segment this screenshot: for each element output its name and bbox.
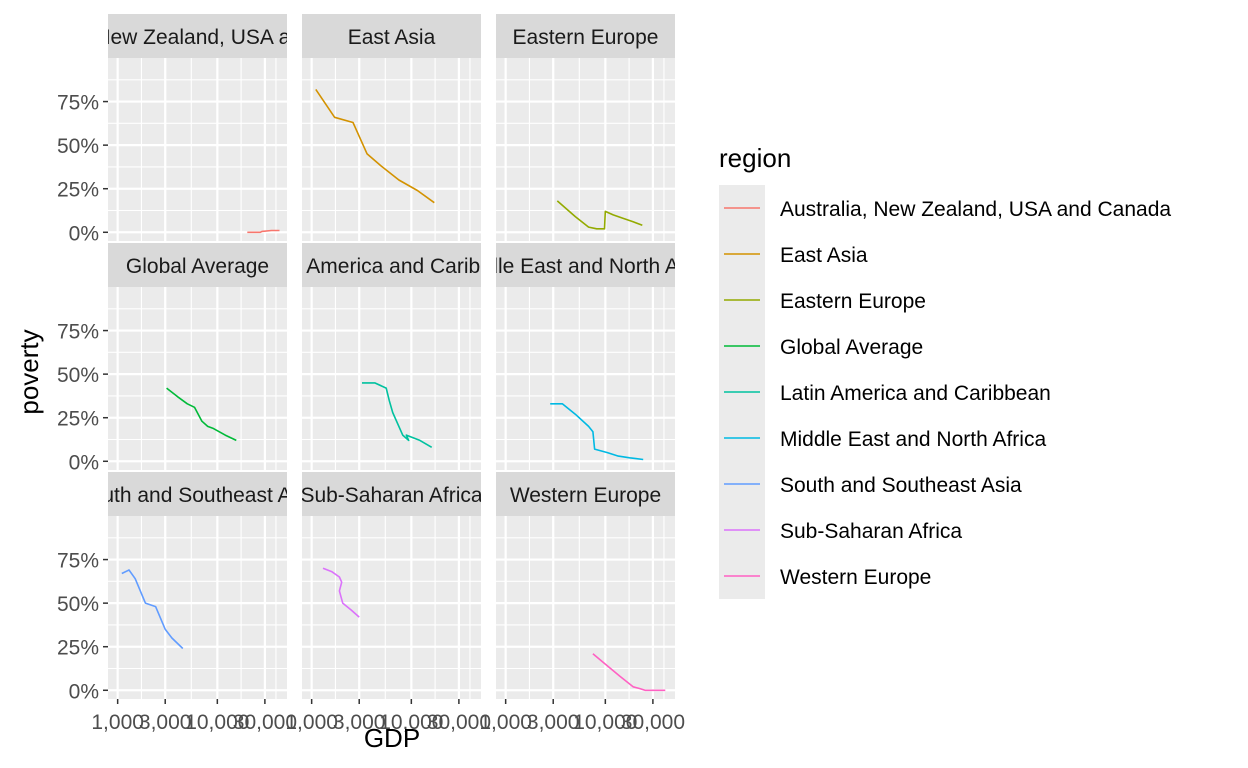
x-axis-title: GDP xyxy=(364,723,420,753)
series-line xyxy=(592,653,666,692)
panel-background xyxy=(108,58,287,241)
axes: 0%25%50%75%0%25%50%75%0%25%50%75%1,0003,… xyxy=(57,92,685,734)
facet-panel: Eastern Europe xyxy=(496,14,675,241)
panel-background xyxy=(496,58,675,241)
legend-label: Australia, New Zealand, USA and Canada xyxy=(780,198,1171,221)
series-line xyxy=(166,387,237,442)
panel-background xyxy=(108,287,287,470)
facet-strip xyxy=(496,243,675,287)
facet-panel: Australia, New Zealand, USA and Canada xyxy=(2,14,393,241)
x-tick-label: 10,000 xyxy=(573,711,637,734)
x-tick-label: 30,000 xyxy=(427,711,491,734)
y-tick-label: 25% xyxy=(57,179,99,202)
series-line xyxy=(550,402,644,461)
facet-panel: Sub-Saharan Africa xyxy=(300,472,482,699)
facet-panel: East Asia xyxy=(302,14,481,241)
panel-background xyxy=(302,287,481,470)
x-tick-label: 1,000 xyxy=(91,711,144,734)
facet-strip-label: Global Average xyxy=(126,255,269,278)
facet-strip xyxy=(108,243,287,287)
y-tick-label: 0% xyxy=(69,451,99,474)
y-tick-label: 25% xyxy=(57,637,99,660)
x-tick-label: 10,000 xyxy=(185,711,249,734)
y-tick-label: 25% xyxy=(57,408,99,431)
y-tick-label: 75% xyxy=(57,92,99,115)
y-tick-label: 50% xyxy=(57,364,99,387)
facet-strip xyxy=(302,472,481,516)
facet-strip-label: Sub-Saharan Africa xyxy=(300,484,482,507)
y-axis-title: poverty xyxy=(14,329,44,414)
x-tick-label: 3,000 xyxy=(139,711,192,734)
x-tick-label: 30,000 xyxy=(621,711,685,734)
panel-background xyxy=(302,58,481,241)
panel-background xyxy=(496,287,675,470)
facet-panels: Australia, New Zealand, USA and CanadaEa… xyxy=(2,14,718,699)
series-line xyxy=(362,382,433,448)
facet-strip xyxy=(302,14,481,58)
facet-strip xyxy=(496,14,675,58)
facet-strip xyxy=(108,472,287,516)
y-tick-label: 50% xyxy=(57,593,99,616)
facet-panel: Global Average xyxy=(108,243,287,470)
x-tick-label: 3,000 xyxy=(333,711,386,734)
facet-panel: Middle East and North Africa xyxy=(452,243,718,470)
facet-strip xyxy=(302,243,481,287)
facet-strip xyxy=(496,472,675,516)
legend-label: South and Southeast Asia xyxy=(780,474,1022,497)
legend-label: East Asia xyxy=(780,244,868,267)
series-line xyxy=(315,88,435,204)
x-tick-label: 30,000 xyxy=(233,711,297,734)
facet-panel: Latin America and Caribbean xyxy=(256,243,527,470)
series-line xyxy=(247,229,280,234)
panel-background xyxy=(108,516,287,699)
facet-strip-label: Western Europe xyxy=(510,484,661,507)
legend-label: Eastern Europe xyxy=(780,290,926,313)
facet-panel: South and Southeast Asia xyxy=(77,472,319,699)
x-tick-label: 1,000 xyxy=(285,711,338,734)
x-tick-label: 1,000 xyxy=(479,711,532,734)
legend-label: Middle East and North Africa xyxy=(780,428,1046,451)
facet-strip-label: Latin America and Caribbean xyxy=(256,255,527,278)
x-tick-label: 3,000 xyxy=(527,711,580,734)
series-line xyxy=(556,200,643,230)
facet-strip-label: South and Southeast Asia xyxy=(77,484,319,507)
legend-label: Western Europe xyxy=(780,566,931,589)
legend: region Australia, New Zealand, USA and C… xyxy=(719,143,1171,599)
panel-background xyxy=(496,516,675,699)
legend-label: Latin America and Caribbean xyxy=(780,382,1051,405)
facet-strip-label: Eastern Europe xyxy=(513,26,659,49)
facet-strip xyxy=(108,14,287,58)
y-tick-label: 50% xyxy=(57,135,99,158)
facet-strip-label: East Asia xyxy=(348,26,436,49)
facet-strip-label: Australia, New Zealand, USA and Canada xyxy=(2,26,393,49)
legend-title: region xyxy=(719,143,791,173)
y-tick-label: 0% xyxy=(69,680,99,703)
legend-label: Sub-Saharan Africa xyxy=(780,520,962,543)
y-tick-label: 75% xyxy=(57,321,99,344)
panel-background xyxy=(302,516,481,699)
y-tick-label: 75% xyxy=(57,550,99,573)
x-tick-label: 10,000 xyxy=(379,711,443,734)
facet-panel: Western Europe xyxy=(496,472,675,699)
facet-strip-label: Middle East and North Africa xyxy=(452,255,718,278)
y-tick-label: 0% xyxy=(69,222,99,245)
series-line xyxy=(322,567,360,618)
series-line xyxy=(121,569,184,650)
legend-label: Global Average xyxy=(780,336,923,359)
